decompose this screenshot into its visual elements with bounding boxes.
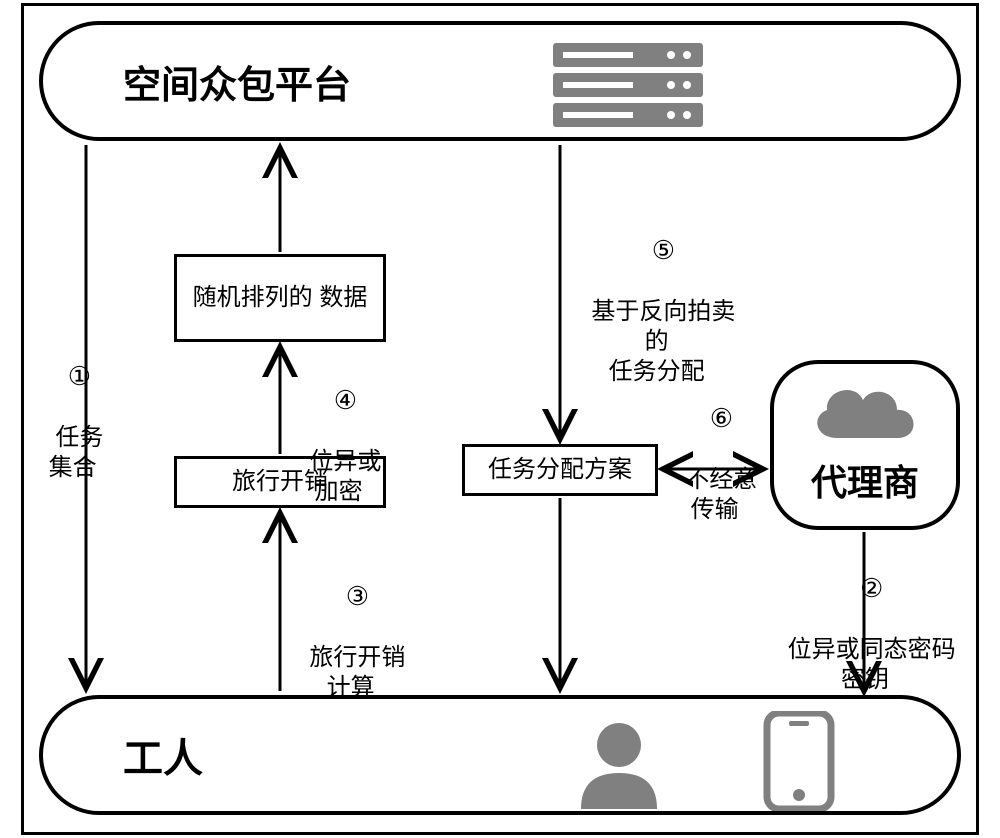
step4-num: ④ [334,385,357,415]
step1-num: ① [68,361,91,391]
step4-text: 位异或 加密 [309,448,381,505]
step2-num: ② [860,573,883,603]
step3-text: 旅行开销 计算 [309,644,405,701]
step5-num: ⑤ [652,235,675,265]
step5-label: ⑤ 基于反向拍卖 的 任务分配 [578,204,735,387]
step6-num: ⑥ [710,403,733,433]
step1-label: ① 任务 集合 [42,330,103,483]
step1-text: 任务 集合 [49,424,104,481]
step3-num: ③ [346,581,369,611]
step3-label: ③ 旅行开销 计算 [296,550,405,703]
step2-text: 位异或同态密码 密钥 [788,636,956,693]
step4-label: ④ 位异或 加密 [296,354,381,507]
arrows-layer [0,0,1000,838]
step6-label: ⑥ 不经意 传输 [672,372,757,525]
step2-label: ② 位异或同态密码 密钥 [770,542,960,695]
step6-text: 不经意 传输 [685,466,757,523]
